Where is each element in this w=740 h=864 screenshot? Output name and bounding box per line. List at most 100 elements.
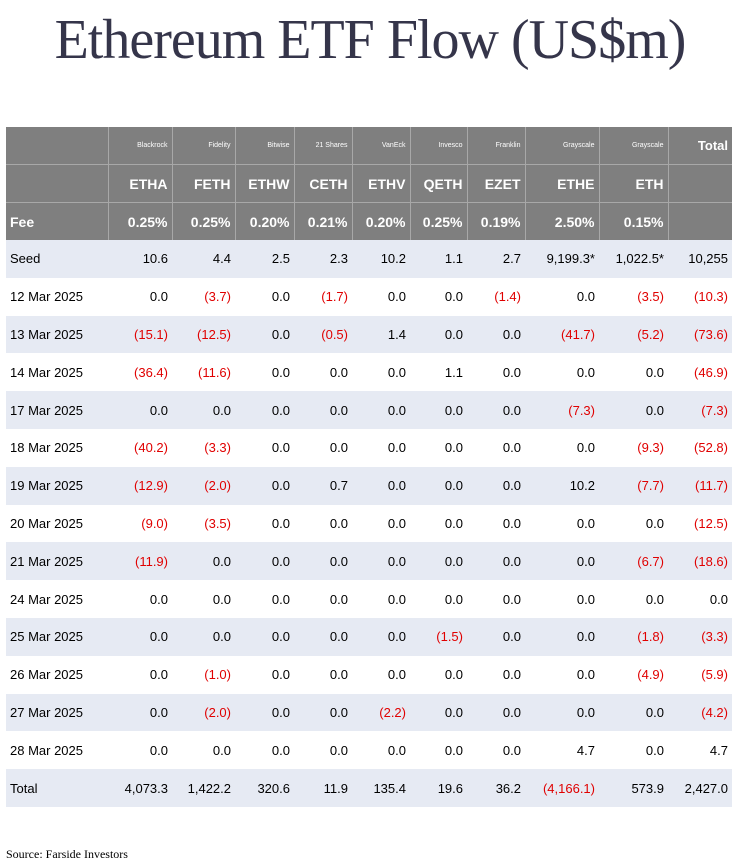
flow-cell: 0.0 — [149, 591, 168, 607]
flow-cell: 0.0 — [235, 391, 294, 429]
flow-cell: 2.3 — [294, 240, 352, 278]
flow-cell: 0.0 — [525, 542, 599, 581]
flow-cell: (3.3) — [204, 440, 231, 456]
flow-cell: 0.0 — [645, 364, 664, 380]
fee-value: 2.50% — [524, 202, 599, 240]
flow-cell: (6.7) — [599, 542, 668, 581]
row-total-cell: (73.6) — [668, 315, 732, 354]
flow-cell: (1.5) — [410, 617, 467, 656]
flow-cell: 0.0 — [271, 364, 290, 380]
row-total-cell: 10,255 — [668, 240, 732, 278]
row-total-cell: (12.5) — [694, 515, 728, 531]
flow-cell: 0.0 — [645, 515, 664, 531]
table-row: 24 Mar 2025 0.0 0.0 0.0 0.0 0.0 0.0 0.0 0.0 0.0 0.… — [6, 580, 732, 618]
flow-cell: 0.0 — [271, 515, 290, 531]
issuer-name: VanEck — [351, 127, 410, 165]
flow-cell: (15.1) — [108, 315, 172, 354]
source-note: Source: Farside Investors — [6, 847, 128, 861]
row-date: 28 Mar 2025 — [10, 742, 83, 758]
header-blank-cell — [6, 127, 108, 165]
flow-cell: 0.0 — [235, 542, 294, 581]
flow-cell: 4,073.3 — [108, 769, 172, 807]
fee-value: 0.25% — [107, 202, 172, 240]
issuer-name: Franklin — [466, 127, 525, 165]
fee-value: 0.20% — [351, 202, 410, 240]
row-date: 26 Mar 2025 — [10, 667, 83, 683]
flow-cell: 0.0 — [502, 667, 521, 683]
flow-cell: (3.5) — [637, 289, 664, 305]
flow-cell: 1,022.5* — [599, 240, 668, 278]
flow-cell: 0.0 — [352, 542, 410, 581]
flow-cell: 0.0 — [502, 591, 521, 607]
total-column-header: Total — [667, 127, 732, 165]
row-date: 14 Mar 2025 — [10, 364, 83, 380]
fee-row: Fee 0.25% 0.25% 0.20% 0.21% 0.20% 0.25% 0.19% 2.… — [6, 202, 732, 240]
flow-cell: 0.0 — [212, 591, 231, 607]
flow-cell: 0.0 — [576, 667, 595, 683]
flow-cell: 0.0 — [576, 515, 595, 531]
flow-cell: 0.0 — [271, 289, 290, 305]
fee-value: 0.20% — [234, 202, 294, 240]
flow-cell: 0.0 — [645, 742, 664, 758]
flow-cell: (4,166.1) — [525, 769, 599, 807]
fee-value: 0.25% — [171, 202, 235, 240]
flow-cell: 0.0 — [387, 667, 406, 683]
flow-cell: 0.0 — [387, 515, 406, 531]
flow-cell: 19.6 — [410, 769, 467, 807]
flow-cell: 0.7 — [294, 466, 352, 505]
flow-cell: 0.0 — [149, 742, 168, 758]
flow-cell: 0.0 — [294, 617, 352, 656]
row-total-cell: (3.3) — [668, 617, 732, 656]
row-total-cell: (10.3) — [694, 289, 728, 305]
flow-cell: 0.0 — [444, 591, 463, 607]
flow-cell: 0.0 — [329, 591, 348, 607]
flow-cell: 0.0 — [172, 542, 235, 581]
page-title: Ethereum ETF Flow (US$m) — [54, 9, 687, 71]
flow-cell: 10.2 — [352, 240, 410, 278]
ticker-symbol: EZET — [466, 164, 525, 203]
flow-cell: (1.0) — [204, 667, 231, 683]
row-total-cell: (46.9) — [694, 364, 728, 380]
flow-cell: (11.6) — [198, 364, 231, 380]
table-row: Seed 10.6 4.4 2.5 2.3 10.2 1.1 2.7 9,199.3* 1,022… — [6, 240, 732, 278]
issuer-name: Grayscale — [524, 127, 599, 165]
flow-cell: 0.0 — [149, 667, 168, 683]
flow-cell: 0.0 — [108, 617, 172, 656]
flow-cell: 320.6 — [235, 769, 294, 807]
row-total-cell: (7.3) — [668, 391, 732, 429]
flow-cell: 4.4 — [172, 240, 235, 278]
table-row: 26 Mar 2025 0.0 (1.0) 0.0 0.0 0.0 0.0 0.0 0.0 (4.… — [6, 656, 732, 694]
flow-cell: 9,199.3* — [525, 240, 599, 278]
flow-cell: (11.9) — [108, 542, 172, 581]
row-date: 18 Mar 2025 — [10, 440, 83, 456]
fee-label: Fee — [6, 202, 108, 240]
flow-cell: 0.0 — [467, 693, 525, 732]
row-date: 27 Mar 2025 — [6, 693, 108, 732]
table-row: 19 Mar 2025 (12.9) (2.0) 0.0 0.7 0.0 0.0 0.0 10.… — [6, 466, 732, 505]
flow-cell: 0.0 — [502, 440, 521, 456]
issuer-name: Bitwise — [234, 127, 294, 165]
flow-cell: (1.7) — [321, 289, 348, 305]
flow-cell: 0.0 — [352, 617, 410, 656]
flow-cell: 0.0 — [294, 542, 352, 581]
flow-cell: 0.0 — [502, 742, 521, 758]
ticker-symbol: QETH — [409, 164, 467, 203]
fee-value: 0.21% — [293, 202, 352, 240]
flow-cell: (36.4) — [134, 364, 168, 380]
flow-cell: 0.0 — [387, 364, 406, 380]
flow-cell: (40.2) — [134, 440, 168, 456]
flow-cell: (9.0) — [141, 515, 168, 531]
flow-cell: 0.0 — [271, 667, 290, 683]
row-date: 20 Mar 2025 — [10, 515, 83, 531]
flow-cell: 0.0 — [387, 289, 406, 305]
flow-cell: 0.0 — [599, 693, 668, 732]
flow-cell: 0.0 — [599, 391, 668, 429]
row-date: 25 Mar 2025 — [6, 617, 108, 656]
ticker-symbol: ETHE — [524, 164, 599, 203]
flow-cell: 0.0 — [172, 391, 235, 429]
flow-cell: 0.0 — [576, 289, 595, 305]
table-row: 25 Mar 2025 0.0 0.0 0.0 0.0 0.0 (1.5) 0.0 0.0 (1.… — [6, 617, 732, 656]
flow-cell: 0.0 — [444, 289, 463, 305]
flow-cell: 0.0 — [410, 542, 467, 581]
issuer-name: Invesco — [409, 127, 467, 165]
